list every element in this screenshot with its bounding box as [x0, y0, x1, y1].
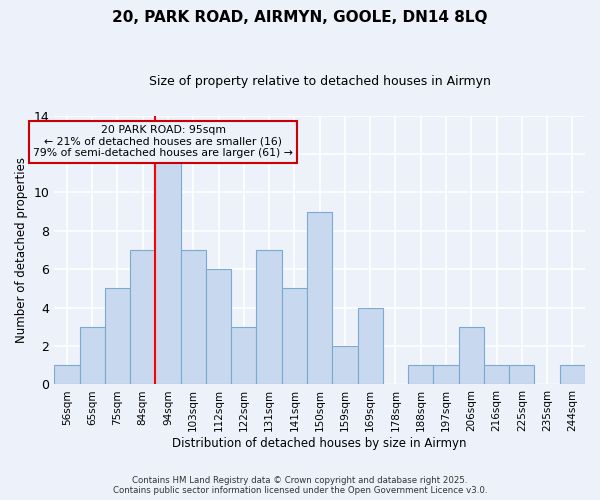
Bar [181, 250, 206, 384]
Text: 20 PARK ROAD: 95sqm
← 21% of detached houses are smaller (16)
79% of semi-detach: 20 PARK ROAD: 95sqm ← 21% of detached ho… [33, 125, 293, 158]
Text: 20, PARK ROAD, AIRMYN, GOOLE, DN14 8LQ: 20, PARK ROAD, AIRMYN, GOOLE, DN14 8LQ [112, 10, 488, 25]
Bar [282, 288, 307, 384]
Bar [80, 327, 105, 384]
Bar [307, 212, 332, 384]
Y-axis label: Number of detached properties: Number of detached properties [15, 157, 28, 343]
Bar [458, 327, 484, 384]
Bar [206, 269, 231, 384]
Bar [408, 366, 433, 384]
Bar [433, 366, 458, 384]
Bar [358, 308, 383, 384]
Title: Size of property relative to detached houses in Airmyn: Size of property relative to detached ho… [149, 75, 491, 88]
X-axis label: Distribution of detached houses by size in Airmyn: Distribution of detached houses by size … [172, 437, 467, 450]
Bar [130, 250, 155, 384]
Bar [560, 366, 585, 384]
Bar [256, 250, 282, 384]
Bar [509, 366, 535, 384]
Bar [155, 154, 181, 384]
Bar [484, 366, 509, 384]
Bar [231, 327, 256, 384]
Bar [105, 288, 130, 384]
Bar [332, 346, 358, 385]
Text: Contains HM Land Registry data © Crown copyright and database right 2025.
Contai: Contains HM Land Registry data © Crown c… [113, 476, 487, 495]
Bar [54, 366, 80, 384]
